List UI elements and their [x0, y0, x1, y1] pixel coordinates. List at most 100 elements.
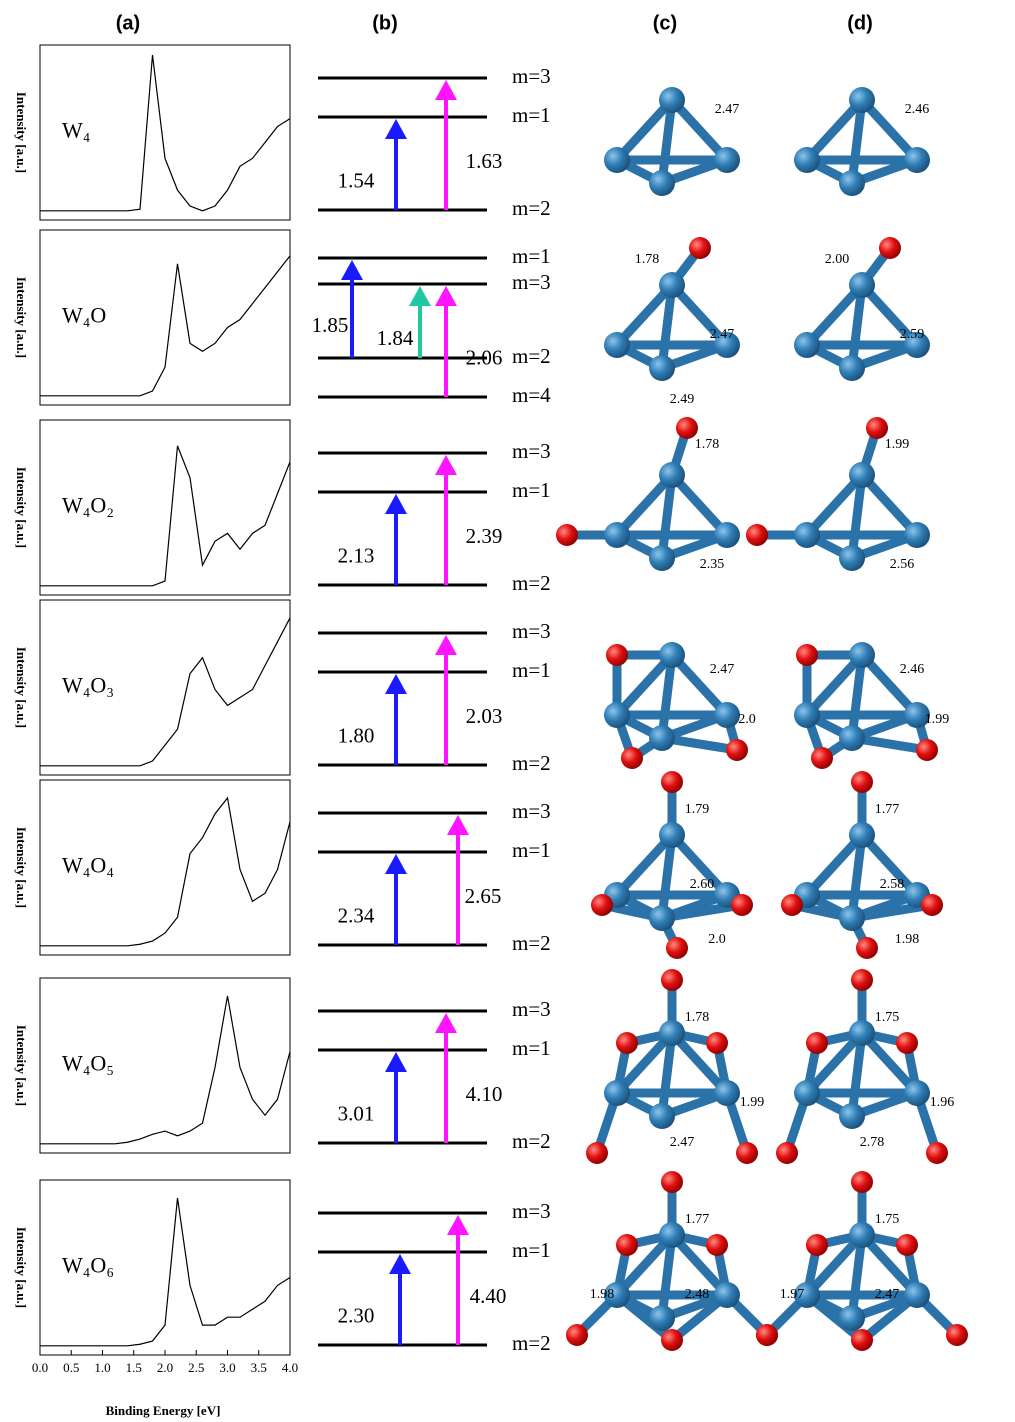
- w-atom: [649, 170, 675, 196]
- w-atom: [794, 1080, 820, 1106]
- o-atom: [666, 937, 688, 959]
- transition-energy: 1.80: [338, 723, 375, 747]
- species-label: W₄O₂: [62, 493, 114, 518]
- bond-length: 2.47: [670, 1135, 695, 1150]
- o-atom: [606, 644, 628, 666]
- bond-length: 2.46: [900, 662, 925, 677]
- w-atom: [849, 1222, 875, 1248]
- arrow-head: [435, 1013, 457, 1033]
- bond-length: 2.47: [710, 662, 735, 677]
- y-axis-label: Intensity [a.u.]: [14, 92, 29, 173]
- w-atom: [659, 87, 685, 113]
- panel-label: (a): [116, 12, 140, 34]
- bond-length: 2.78: [860, 1135, 885, 1150]
- w-atom: [604, 147, 630, 173]
- transition-arrow: [447, 1215, 469, 1345]
- o-atom: [586, 1142, 608, 1164]
- bond-length: 1.75: [875, 1010, 900, 1025]
- arrow-head: [385, 854, 407, 874]
- o-atom: [776, 1142, 798, 1164]
- transition-arrow: [385, 1052, 407, 1143]
- transition-energy: 2.30: [338, 1303, 375, 1327]
- arrow-head: [389, 1254, 411, 1274]
- w-atom: [604, 702, 630, 728]
- o-atom: [851, 771, 873, 793]
- bond-length: 1.98: [590, 1287, 615, 1302]
- bond-length: 2.58: [880, 877, 905, 892]
- w-atom: [649, 545, 675, 571]
- w-atom: [849, 642, 875, 668]
- bond-length: 2.00: [825, 252, 850, 267]
- o-atom: [926, 1142, 948, 1164]
- w-atom: [604, 522, 630, 548]
- transition-arrow: [435, 635, 457, 765]
- x-tick-label: 2.0: [157, 1360, 173, 1375]
- arrow-head: [435, 286, 457, 306]
- w-atom: [904, 1080, 930, 1106]
- transition-arrow: [447, 815, 469, 945]
- arrow-head: [341, 260, 363, 280]
- o-atom: [796, 644, 818, 666]
- transition-energy: 2.13: [338, 543, 375, 567]
- w-atom: [839, 905, 865, 931]
- o-atom: [806, 1032, 828, 1054]
- w-atom: [659, 642, 685, 668]
- y-axis-label: Intensity [a.u.]: [14, 467, 29, 548]
- level-label: m=2: [512, 931, 551, 955]
- species-label: W₄O₄: [62, 853, 114, 878]
- level-label: m=3: [512, 64, 551, 88]
- w-atom: [649, 1305, 675, 1331]
- o-atom: [661, 1171, 683, 1193]
- w-atom: [904, 147, 930, 173]
- transition-arrow: [435, 286, 457, 397]
- transition-arrow: [385, 119, 407, 210]
- transition-energy: 2.65: [465, 884, 502, 908]
- w-atom: [794, 332, 820, 358]
- transition-arrow: [385, 854, 407, 945]
- o-atom: [896, 1032, 918, 1054]
- transition-energy: 2.03: [466, 704, 503, 728]
- x-tick-label: 4.0: [282, 1360, 298, 1375]
- level-label: m=1: [512, 1238, 551, 1262]
- w-atom: [714, 1080, 740, 1106]
- w-atom: [839, 1305, 865, 1331]
- o-atom: [661, 771, 683, 793]
- w-atom: [659, 1020, 685, 1046]
- y-axis-label: Intensity [a.u.]: [14, 1025, 29, 1106]
- o-atom: [756, 1324, 778, 1346]
- w-atom: [714, 702, 740, 728]
- level-label: m=3: [512, 270, 551, 294]
- level-label: m=2: [512, 751, 551, 775]
- x-axis-label: Binding Energy [eV]: [106, 1403, 221, 1418]
- o-atom: [811, 747, 833, 769]
- species-label: W₄O₃: [62, 673, 114, 698]
- arrow-head: [385, 674, 407, 694]
- cluster-structure: [794, 237, 930, 381]
- species-label: W₄: [62, 118, 90, 143]
- y-axis-label: Intensity [a.u.]: [14, 1227, 29, 1308]
- arrow-head: [409, 286, 431, 306]
- bond-length: 1.99: [925, 712, 950, 727]
- level-label: m=3: [512, 1199, 551, 1223]
- level-label: m=1: [512, 658, 551, 682]
- bond-length: 1.99: [885, 437, 910, 452]
- y-axis-label: Intensity [a.u.]: [14, 277, 29, 358]
- y-axis-label: Intensity [a.u.]: [14, 827, 29, 908]
- w-atom: [659, 272, 685, 298]
- figure: (a) (b) (c) (d) Binding Energy [eV] Inte…: [0, 0, 1015, 1422]
- transition-arrow: [385, 674, 407, 765]
- o-atom: [676, 417, 698, 439]
- o-atom: [856, 937, 878, 959]
- w-atom: [604, 332, 630, 358]
- w-atom: [714, 522, 740, 548]
- w-atom: [714, 1282, 740, 1308]
- bond-length: 1.97: [780, 1287, 805, 1302]
- level-label: m=2: [512, 196, 551, 220]
- bond-length: 1.79: [685, 802, 710, 817]
- bond-length: 2.0: [708, 932, 726, 947]
- o-atom: [566, 1324, 588, 1346]
- level-label: m=4: [512, 383, 551, 407]
- bond-length: 1.78: [685, 1010, 710, 1025]
- level-label: m=1: [512, 478, 551, 502]
- w-atom: [794, 702, 820, 728]
